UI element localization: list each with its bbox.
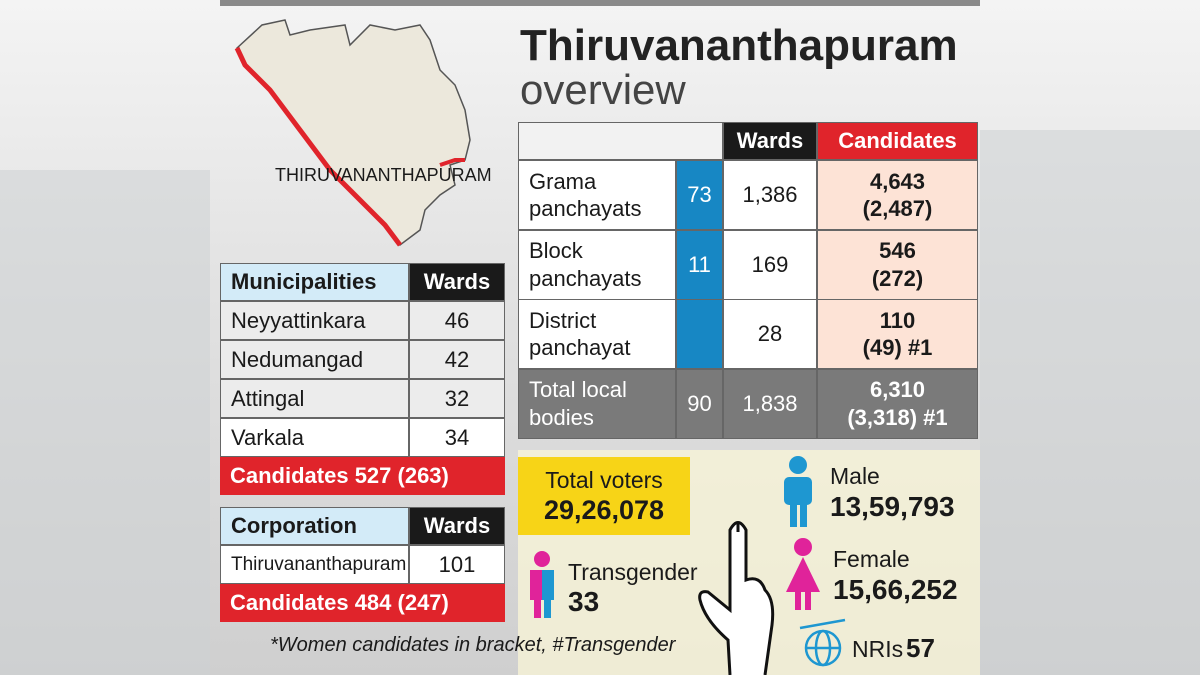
background-building <box>0 170 210 675</box>
table-header: Corporation <box>220 507 409 545</box>
candidates-row: Candidates 527 (263) <box>220 457 505 495</box>
table-header: Wards <box>723 122 817 160</box>
stat-value: 33 <box>568 585 600 617</box>
row-candidates: 110 (49) #1 <box>817 299 978 369</box>
title: Thiruvananthapuram <box>520 21 958 70</box>
voters-label: Total voters <box>545 466 663 493</box>
text-line: Grama <box>529 168 597 194</box>
candidates-row: Candidates 484 (247) <box>220 584 505 622</box>
voters-value: 29,26,078 <box>543 495 665 526</box>
footnote: *Women candidates in bracket, #Transgend… <box>270 634 676 656</box>
text-line: 6,310 <box>869 377 926 402</box>
row-value: 101 <box>409 545 505 584</box>
text-line: bodies <box>529 404 594 430</box>
stat-label: Male <box>830 462 880 489</box>
row-count: 11 <box>676 229 723 300</box>
text-line: District <box>529 307 597 333</box>
text-line: (272) <box>871 265 924 291</box>
row-count: 73 <box>676 160 723 230</box>
row-count: 90 <box>676 368 723 439</box>
text-line: 110 <box>879 307 916 333</box>
row-name: Grama panchayats <box>518 160 676 230</box>
table-header: Municipalities <box>220 263 409 301</box>
row-name: Neyyattinkara <box>220 301 409 340</box>
row-value: 34 <box>409 418 505 457</box>
text-line: 546 <box>879 238 916 263</box>
row-name: Attingal <box>220 379 409 418</box>
map-label: THIRUVANANTHAPURAM <box>275 165 492 185</box>
text-line: (3,318) #1 <box>847 404 948 430</box>
row-name: Thiruvananthapuram <box>220 545 409 584</box>
row-name: Nedumangad <box>220 340 409 379</box>
row-wards: 169 <box>723 229 817 300</box>
row-candidates: 6,310 (3,318) #1 <box>817 368 978 439</box>
coastline <box>234 46 402 247</box>
row-name: Block panchayats <box>518 229 676 300</box>
background-building <box>980 130 1200 675</box>
text-line: (2,487) <box>862 196 933 221</box>
text-line: Block <box>529 238 583 263</box>
globe-icon <box>799 618 846 667</box>
female-icon <box>786 538 820 610</box>
table-header: Candidates <box>817 122 978 160</box>
row-value: 42 <box>409 340 505 379</box>
text-line: panchayats <box>529 196 642 221</box>
row-name: Varkala <box>220 418 409 457</box>
text-line: (49) #1 <box>862 335 933 360</box>
subtitle: overview <box>520 66 686 113</box>
text-line: panchayats <box>529 265 642 291</box>
row-name: Total local bodies <box>518 368 676 439</box>
row-count <box>676 299 723 369</box>
top-bar <box>220 0 980 6</box>
transgender-icon <box>530 551 554 618</box>
male-icon <box>784 456 812 527</box>
table-header: Wards <box>409 507 505 545</box>
text-line: Total local <box>529 377 627 402</box>
row-wards: 1,386 <box>723 160 817 230</box>
text-line: 4,643 <box>869 168 926 194</box>
border-accent <box>439 158 465 167</box>
nris-label: NRIs <box>852 635 904 662</box>
row-candidates: 546 (272) <box>817 229 978 300</box>
row-value: 32 <box>409 379 505 418</box>
row-wards: 28 <box>723 299 817 369</box>
row-candidates: 4,643 (2,487) <box>817 160 978 230</box>
row-value: 46 <box>409 301 505 340</box>
district-map <box>236 19 471 247</box>
text-line: panchayat <box>529 335 631 360</box>
total-voters-box <box>518 457 690 535</box>
header-blank <box>518 122 723 160</box>
stat-value: 15,66,252 <box>833 573 958 605</box>
row-wards: 1,838 <box>723 368 817 439</box>
stat-label: Transgender <box>568 558 698 585</box>
stat-label: Female <box>833 545 910 572</box>
stat-value: 13,59,793 <box>830 490 955 522</box>
table-header: Wards <box>409 263 505 301</box>
row-name: District panchayat <box>518 299 676 369</box>
nris-value: 57 <box>906 632 935 663</box>
